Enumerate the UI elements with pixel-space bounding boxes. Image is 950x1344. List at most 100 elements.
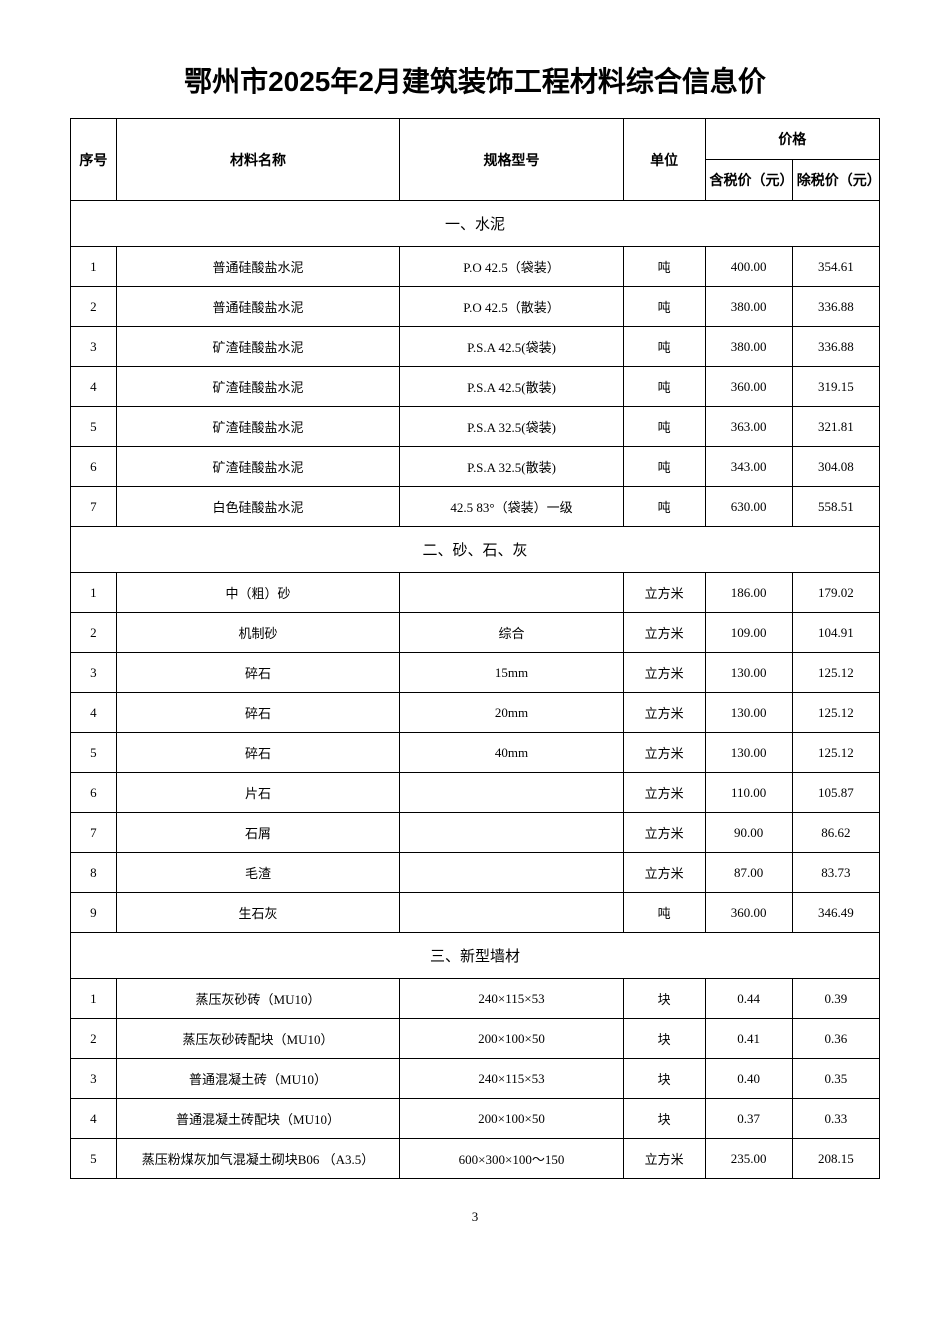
cell-tax: 90.00	[705, 813, 792, 853]
cell-unit: 块	[623, 1059, 705, 1099]
cell-spec	[400, 853, 624, 893]
cell-seq: 2	[71, 287, 117, 327]
cell-spec	[400, 573, 624, 613]
table-row: 6矿渣硅酸盐水泥P.S.A 32.5(散装)吨343.00304.08	[71, 447, 880, 487]
cell-tax: 87.00	[705, 853, 792, 893]
section-row: 一、水泥	[71, 201, 880, 247]
cell-notax: 208.15	[792, 1139, 879, 1179]
cell-tax: 130.00	[705, 653, 792, 693]
header-price-tax: 含税价（元）	[705, 160, 792, 201]
table-row: 3矿渣硅酸盐水泥P.S.A 42.5(袋装)吨380.00336.88	[71, 327, 880, 367]
cell-seq: 5	[71, 1139, 117, 1179]
cell-name: 毛渣	[116, 853, 399, 893]
table-row: 9生石灰吨360.00346.49	[71, 893, 880, 933]
cell-tax: 0.44	[705, 979, 792, 1019]
cell-tax: 360.00	[705, 893, 792, 933]
table-row: 2机制砂综合立方米109.00104.91	[71, 613, 880, 653]
cell-name: 片石	[116, 773, 399, 813]
cell-notax: 83.73	[792, 853, 879, 893]
cell-name: 矿渣硅酸盐水泥	[116, 407, 399, 447]
cell-unit: 吨	[623, 487, 705, 527]
cell-spec: 综合	[400, 613, 624, 653]
cell-unit: 立方米	[623, 573, 705, 613]
cell-tax: 0.41	[705, 1019, 792, 1059]
page-title: 鄂州市2025年2月建筑装饰工程材料综合信息价	[70, 60, 880, 100]
price-table: 序号 材料名称 规格型号 单位 价格 含税价（元） 除税价（元） 一、水泥1普通…	[70, 118, 880, 1179]
header-price-notax: 除税价（元）	[792, 160, 879, 201]
table-row: 7白色硅酸盐水泥42.5 83°（袋装）一级吨630.00558.51	[71, 487, 880, 527]
cell-seq: 3	[71, 327, 117, 367]
cell-tax: 110.00	[705, 773, 792, 813]
cell-spec	[400, 773, 624, 813]
cell-seq: 9	[71, 893, 117, 933]
cell-spec: P.O 42.5（散装）	[400, 287, 624, 327]
cell-notax: 0.36	[792, 1019, 879, 1059]
table-row: 5矿渣硅酸盐水泥P.S.A 32.5(袋装)吨363.00321.81	[71, 407, 880, 447]
section-row: 三、新型墙材	[71, 933, 880, 979]
cell-spec: 42.5 83°（袋装）一级	[400, 487, 624, 527]
cell-unit: 吨	[623, 407, 705, 447]
cell-name: 普通混凝土砖配块（MU10）	[116, 1099, 399, 1139]
cell-tax: 0.37	[705, 1099, 792, 1139]
cell-name: 普通混凝土砖（MU10）	[116, 1059, 399, 1099]
cell-seq: 6	[71, 773, 117, 813]
cell-seq: 1	[71, 979, 117, 1019]
table-row: 1中（粗）砂立方米186.00179.02	[71, 573, 880, 613]
header-spec: 规格型号	[400, 119, 624, 201]
cell-notax: 125.12	[792, 653, 879, 693]
section-title: 三、新型墙材	[71, 933, 880, 979]
cell-spec: P.S.A 32.5(袋装)	[400, 407, 624, 447]
cell-unit: 块	[623, 1099, 705, 1139]
cell-unit: 立方米	[623, 853, 705, 893]
cell-notax: 558.51	[792, 487, 879, 527]
table-row: 8毛渣立方米87.0083.73	[71, 853, 880, 893]
cell-tax: 363.00	[705, 407, 792, 447]
cell-unit: 吨	[623, 367, 705, 407]
cell-notax: 0.33	[792, 1099, 879, 1139]
table-row: 4碎石20mm立方米130.00125.12	[71, 693, 880, 733]
cell-notax: 0.35	[792, 1059, 879, 1099]
section-title: 二、砂、石、灰	[71, 527, 880, 573]
cell-name: 生石灰	[116, 893, 399, 933]
cell-notax: 125.12	[792, 733, 879, 773]
cell-name: 矿渣硅酸盐水泥	[116, 367, 399, 407]
cell-spec: 200×100×50	[400, 1019, 624, 1059]
cell-seq: 3	[71, 653, 117, 693]
cell-name: 碎石	[116, 693, 399, 733]
table-row: 2蒸压灰砂砖配块（MU10）200×100×50块0.410.36	[71, 1019, 880, 1059]
cell-tax: 360.00	[705, 367, 792, 407]
cell-name: 普通硅酸盐水泥	[116, 247, 399, 287]
table-row: 4矿渣硅酸盐水泥P.S.A 42.5(散装)吨360.00319.15	[71, 367, 880, 407]
section-title: 一、水泥	[71, 201, 880, 247]
table-row: 4普通混凝土砖配块（MU10）200×100×50块0.370.33	[71, 1099, 880, 1139]
cell-name: 蒸压灰砂砖（MU10）	[116, 979, 399, 1019]
cell-tax: 400.00	[705, 247, 792, 287]
cell-tax: 380.00	[705, 327, 792, 367]
cell-spec: P.O 42.5（袋装）	[400, 247, 624, 287]
cell-seq: 1	[71, 573, 117, 613]
cell-name: 蒸压粉煤灰加气混凝土砌块B06 （A3.5）	[116, 1139, 399, 1179]
cell-spec: 40mm	[400, 733, 624, 773]
cell-spec: P.S.A 42.5(散装)	[400, 367, 624, 407]
cell-tax: 109.00	[705, 613, 792, 653]
cell-notax: 346.49	[792, 893, 879, 933]
table-row: 6片石立方米110.00105.87	[71, 773, 880, 813]
cell-tax: 130.00	[705, 733, 792, 773]
cell-name: 机制砂	[116, 613, 399, 653]
cell-seq: 4	[71, 693, 117, 733]
cell-tax: 235.00	[705, 1139, 792, 1179]
cell-spec: 600×300×100～150	[400, 1139, 624, 1179]
cell-unit: 吨	[623, 447, 705, 487]
cell-notax: 354.61	[792, 247, 879, 287]
cell-unit: 立方米	[623, 813, 705, 853]
cell-seq: 1	[71, 247, 117, 287]
cell-unit: 立方米	[623, 693, 705, 733]
cell-unit: 立方米	[623, 1139, 705, 1179]
cell-seq: 5	[71, 407, 117, 447]
cell-name: 碎石	[116, 653, 399, 693]
cell-notax: 319.15	[792, 367, 879, 407]
cell-name: 石屑	[116, 813, 399, 853]
cell-seq: 7	[71, 487, 117, 527]
cell-tax: 630.00	[705, 487, 792, 527]
cell-seq: 3	[71, 1059, 117, 1099]
